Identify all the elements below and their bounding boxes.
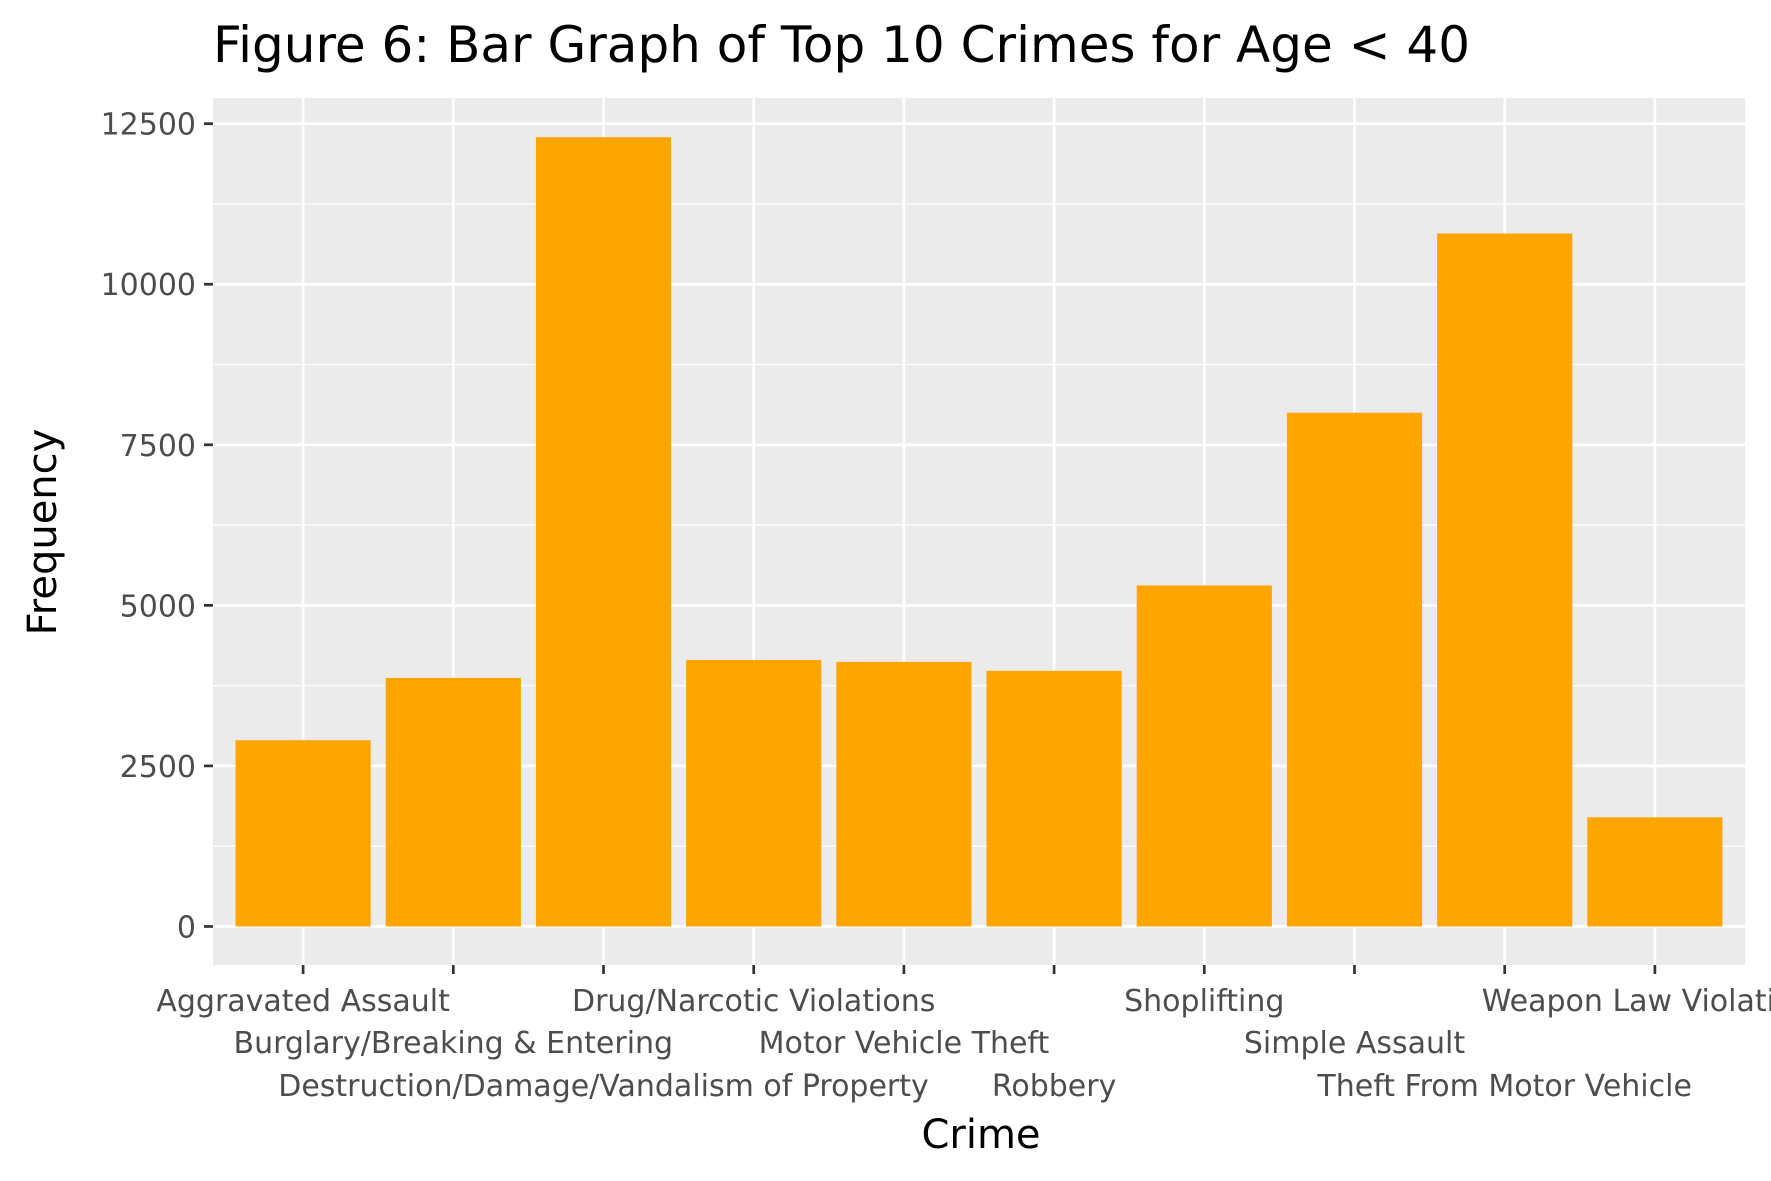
- y-tick-label: 12500: [101, 108, 196, 143]
- bar-2: [385, 677, 521, 927]
- x-axis: Aggravated Assault Burglary/Breaking & En…: [156, 965, 1771, 1104]
- bar-8: [1286, 412, 1423, 927]
- y-tick-label: 2500: [120, 750, 196, 785]
- bar-7: [1136, 585, 1272, 927]
- bar-6: [986, 670, 1122, 927]
- bar-1: [235, 740, 371, 927]
- y-axis-title: Frequency: [20, 429, 66, 636]
- x-tick-label: Motor Vehicle Theft: [759, 1026, 1050, 1061]
- x-tick-label: Burglary/Breaking & Entering: [234, 1026, 674, 1061]
- x-tick-label: Destruction/Damage/Vandalism of Property: [278, 1069, 929, 1104]
- x-tick-label: Simple Assault: [1244, 1026, 1465, 1061]
- y-axis: 0 2500 5000 7500 10000 12500: [101, 108, 213, 945]
- bar-3: [535, 137, 672, 927]
- x-tick-label: Shoplifting: [1124, 984, 1284, 1019]
- y-tick-label: 10000: [101, 268, 196, 303]
- bar-5: [836, 661, 972, 927]
- x-tick-label: Drug/Narcotic Violations: [572, 984, 935, 1019]
- x-tick-label: Robbery: [992, 1069, 1116, 1104]
- y-tick-label: 5000: [120, 589, 196, 624]
- x-tick-label: Weapon Law Violations: [1482, 984, 1771, 1019]
- y-tick-label: 0: [177, 910, 196, 945]
- bars: [235, 137, 1723, 927]
- x-tick-label: Aggravated Assault: [156, 984, 450, 1019]
- x-axis-title: Crime: [921, 1112, 1040, 1158]
- bar-9: [1437, 233, 1573, 927]
- x-tick-label: Theft From Motor Vehicle: [1316, 1069, 1692, 1104]
- chart-title: Figure 6: Bar Graph of Top 10 Crimes for…: [213, 16, 1470, 74]
- bar-10: [1587, 817, 1723, 927]
- y-tick-label: 7500: [120, 429, 196, 464]
- bar-4: [686, 659, 822, 927]
